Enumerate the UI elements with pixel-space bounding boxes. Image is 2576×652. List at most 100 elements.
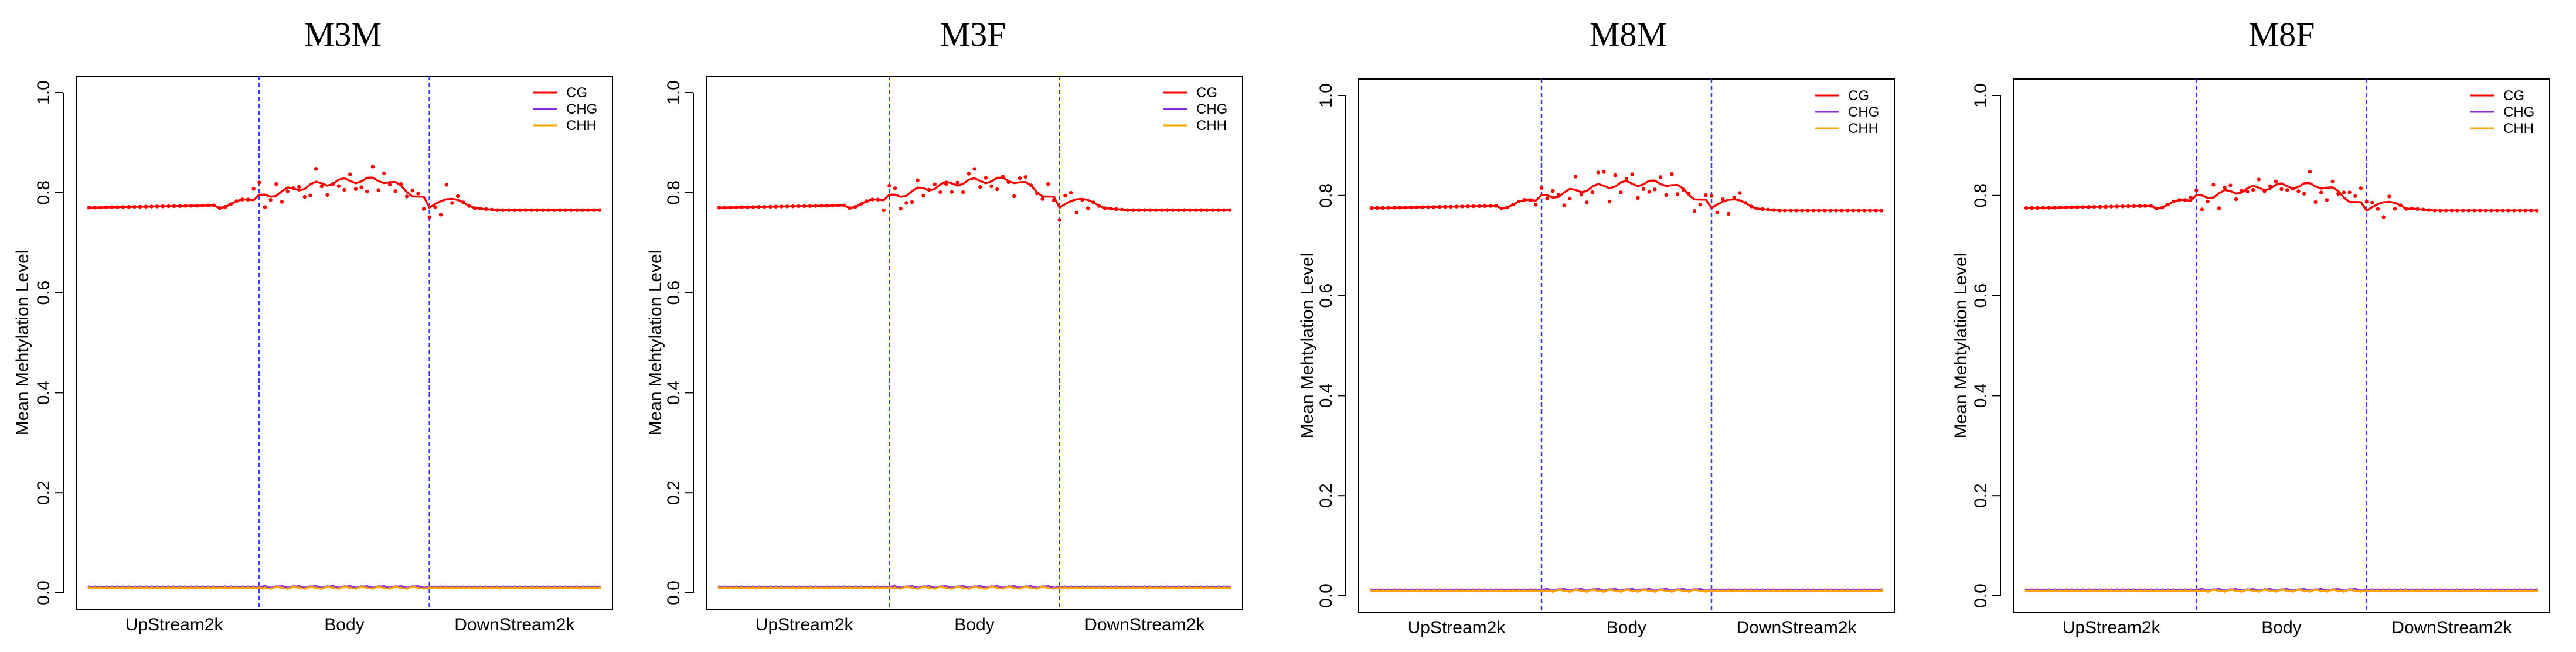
series-point-cg [1001,175,1005,179]
series-point-cg [1704,193,1708,197]
series-point-cg [524,208,528,212]
series-point-cg [416,192,420,196]
series-point-chh [1546,589,1549,593]
series-point-chh [2229,588,2232,592]
series-point-chg [1546,588,1549,590]
series-point-cg [1590,190,1595,194]
series-point-cg [234,199,239,203]
series-point-cg [1556,193,1561,197]
series-point-chh [269,587,273,590]
series-point-chh [570,586,573,589]
series-point-cg [2461,209,2465,213]
legend-label-cg: CG [1848,88,1869,104]
series-point-chh [127,586,131,589]
series-point-cg [2024,206,2029,210]
series-point-cg [927,187,931,192]
series-point-cg [467,204,471,208]
series-point-cg [1641,187,1646,191]
series-point-cg [2109,204,2114,209]
series-point-chh [819,586,823,589]
series-point-cg [1500,206,1504,211]
series-point-chh [825,586,829,589]
series-point-cg [2415,207,2420,211]
series-point-cg [1766,207,1770,211]
series-point-chh [1857,589,1860,592]
series-point-chh [961,586,965,590]
chart-panel-m8m: M8M 0.0 0.2 0.4 0.6 0.8 1.0 Mean Mehtylation Le… [1298,15,1895,637]
series-point-chh [558,586,562,589]
series-point-chg [348,585,352,588]
series-point-cg [1182,208,1186,212]
series-point-cg [353,187,358,191]
series-point-cg [1624,176,1629,181]
series-point-cg [2268,184,2272,188]
series-point-cg [2313,200,2318,204]
series-point-cg [251,187,256,191]
series-point-cg [2251,187,2255,192]
series-point-chh [2512,589,2516,592]
series-point-cg [2081,205,2085,209]
series-point-chh [553,586,556,589]
series-point-chh [1789,589,1792,592]
series-point-cg [876,197,880,202]
series-line-cg [89,176,600,211]
series-point-chg [961,585,965,588]
series-point-chh [1222,586,1226,589]
series-point-chh [2138,589,2142,592]
legend-label-chg: CHG [2503,104,2534,120]
series-point-cg [859,202,863,206]
series-point-cg [2472,209,2476,213]
series-point-cg [1862,209,1867,213]
plot-frame [1358,78,1895,613]
series-point-chh [1835,589,1838,592]
series-point-chh [1376,589,1379,592]
series-point-chh [1120,586,1124,589]
series-point-cg [933,182,937,186]
x-region-label: Body [2261,618,2301,637]
series-point-chh [1024,585,1027,589]
series-point-chh [1098,586,1101,589]
series-point-chh [1489,589,1492,592]
series-point-chh [1001,587,1005,590]
series-point-chh [939,585,942,589]
series-point-chh [2172,589,2176,592]
series-point-cg [2206,199,2210,204]
series-point-cg [1188,208,1192,212]
series-point-cg [268,198,273,202]
series-point-chh [1188,586,1192,589]
series-point-cg [1732,195,1736,200]
series-point-chh [2285,589,2289,593]
series-point-chh [456,586,460,589]
series-point-chh [876,586,880,589]
series-point-cg [1845,209,1850,213]
series-point-cg [1857,209,1861,213]
series-point-chh [1455,589,1458,592]
series-point-chh [581,586,584,589]
series-point-cg [183,204,188,208]
series-point-chh [2524,589,2527,592]
series-point-chh [2104,589,2107,592]
series-point-chh [2348,588,2352,592]
y-tick-label: 0.2 [1971,483,1990,508]
series-point-cg [2041,206,2046,210]
series-point-chh [2268,589,2272,593]
series-point-cg [2121,204,2125,209]
series-point-chh [1597,589,1600,593]
series-point-cg [2506,209,2510,213]
series-point-chh [1410,589,1413,592]
series-point-cg [972,167,976,171]
series-point-chh [1682,589,1685,593]
series-point-chg [399,585,403,588]
series-point-cg [2376,207,2380,211]
series-point-cg [376,188,380,192]
series-point-chh [2200,589,2204,593]
series-point-cg [944,182,948,186]
series-point-chh [2047,589,2051,592]
series-point-chh [2030,589,2034,592]
series-point-cg [904,201,908,205]
series-point-cg [104,205,108,210]
series-point-cg [1227,208,1232,212]
series-point-chh [2155,589,2159,592]
series-point-cg [814,204,818,208]
series-point-cg [427,215,431,219]
